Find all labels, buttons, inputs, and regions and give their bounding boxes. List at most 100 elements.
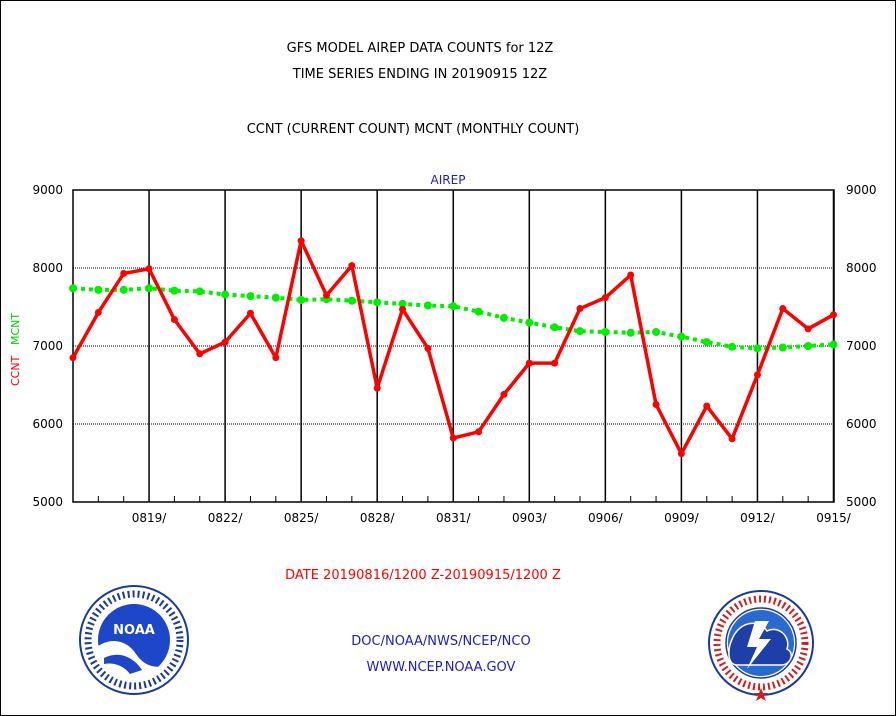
series-mcnt <box>69 284 838 353</box>
data-point-mcnt <box>170 286 179 295</box>
data-point-mcnt <box>94 285 103 294</box>
data-point-mcnt <box>271 293 280 302</box>
noaa-logo-text: NOAA <box>113 623 155 638</box>
chart-title-line1: GFS MODEL AIREP DATA COUNTS for 12Z <box>287 41 554 56</box>
data-point-mcnt <box>119 285 128 294</box>
data-point-ccnt <box>69 354 77 362</box>
series-ccnt <box>69 237 837 458</box>
data-point-mcnt <box>652 327 661 336</box>
data-point-ccnt <box>500 390 508 398</box>
y-tick-label-right: 5000 <box>846 495 877 509</box>
data-point-mcnt <box>398 299 407 308</box>
y-tick-label-left: 8000 <box>32 261 63 275</box>
data-point-mcnt <box>576 327 584 336</box>
nws-ring-lettering <box>713 595 809 691</box>
data-point-mcnt <box>702 338 711 347</box>
data-point-ccnt <box>804 325 812 333</box>
data-point-ccnt <box>272 354 280 362</box>
data-point-ccnt <box>196 350 204 358</box>
data-point-ccnt <box>601 294 609 302</box>
data-point-ccnt <box>525 359 533 367</box>
y-tick-label-right: 9000 <box>846 183 877 197</box>
org-text: DOC/NOAA/NWS/NCEP/NCO <box>351 634 530 649</box>
y-tick-label-left: 5000 <box>32 495 63 509</box>
data-point-ccnt <box>246 309 254 317</box>
x-tick-label: 0903/ <box>512 511 548 525</box>
noaa-ring-lettering <box>84 590 184 690</box>
data-point-mcnt <box>449 302 458 311</box>
data-point-mcnt <box>246 292 255 301</box>
data-point-mcnt <box>347 296 356 305</box>
y-tick-label-right: 7000 <box>846 339 877 353</box>
data-point-mcnt <box>753 344 762 353</box>
noaa-logo[interactable]: NOAA <box>79 585 189 695</box>
data-point-mcnt <box>550 323 559 332</box>
data-point-ccnt <box>348 262 356 270</box>
x-tick-label: 0909/ <box>664 511 700 525</box>
data-point-mcnt <box>373 298 382 307</box>
data-point-mcnt <box>829 340 838 349</box>
data-point-mcnt <box>221 290 230 299</box>
data-point-mcnt <box>145 284 154 293</box>
data-point-ccnt <box>475 428 483 436</box>
data-point-ccnt <box>221 338 229 346</box>
y-tick-label-left: 6000 <box>32 417 63 431</box>
data-point-mcnt <box>474 307 483 316</box>
data-point-mcnt <box>804 342 813 350</box>
y-axis-label-ccnt: CCNT <box>9 355 22 386</box>
data-point-mcnt <box>297 295 306 304</box>
nws-logo[interactable] <box>708 590 814 701</box>
y-tick-label-right: 6000 <box>846 417 877 431</box>
x-tick-label: 0828/ <box>360 511 396 525</box>
data-point-ccnt <box>424 344 432 352</box>
data-point-mcnt <box>601 327 610 336</box>
y-tick-label-left: 9000 <box>32 183 63 197</box>
url-link[interactable]: WWW.NCEP.NOAA.GOV <box>367 660 516 675</box>
data-point-ccnt <box>627 271 635 279</box>
data-point-mcnt <box>525 318 534 327</box>
star-icon <box>754 688 768 701</box>
x-tick-labels: 0819/0822/0825/0828/0831/0903/0906/0909/… <box>132 511 852 525</box>
data-point-mcnt <box>423 301 432 310</box>
data-point-ccnt <box>728 435 736 443</box>
data-point-ccnt <box>779 305 787 313</box>
y-tick-labels: 5000 5000 6000 6000 7000 7000 8000 8000 9000 9000 <box>32 183 876 509</box>
data-point-ccnt <box>145 265 153 273</box>
data-point-ccnt <box>551 359 559 367</box>
x-tick-label: 0906/ <box>588 511 624 525</box>
data-point-mcnt <box>195 287 204 296</box>
data-point-mcnt <box>499 313 508 322</box>
data-point-ccnt <box>703 402 711 410</box>
data-point-ccnt <box>652 401 660 408</box>
x-tick-label: 0819/ <box>132 511 168 525</box>
data-point-mcnt <box>778 343 787 352</box>
date-range: DATE 20190816/1200 Z-20190915/1200 Z <box>285 568 561 583</box>
data-point-ccnt <box>830 311 837 319</box>
x-tick-label: 0915/ <box>816 511 852 525</box>
data-point-ccnt <box>449 434 457 442</box>
x-tick-label: 0822/ <box>208 511 244 525</box>
x-tick-label: 0825/ <box>284 511 320 525</box>
x-tick-label: 0912/ <box>740 511 776 525</box>
data-point-ccnt <box>94 308 102 316</box>
x-tick-label: 0831/ <box>436 511 472 525</box>
chart-subtitle: CCNT (CURRENT COUNT) MCNT (MONTHLY COUNT… <box>247 122 580 137</box>
y-axis-label-mcnt: MCNT <box>9 313 22 345</box>
data-point-ccnt <box>170 315 178 323</box>
data-point-ccnt <box>120 269 128 277</box>
data-point-mcnt <box>677 332 686 341</box>
data-point-mcnt <box>626 328 635 337</box>
chart-title-line2: TIME SERIES ENDING IN 20190915 12Z <box>292 67 548 82</box>
data-point-ccnt <box>753 371 761 379</box>
data-point-mcnt <box>728 342 737 351</box>
plot-title: AIREP <box>431 173 466 187</box>
data-point-mcnt <box>69 284 77 293</box>
data-point-ccnt <box>576 305 584 313</box>
y-tick-label-right: 8000 <box>846 261 877 275</box>
data-point-ccnt <box>323 291 330 299</box>
data-point-ccnt <box>297 237 305 245</box>
data-point-ccnt <box>399 305 407 313</box>
data-point-ccnt <box>373 384 381 392</box>
data-point-ccnt <box>677 450 685 458</box>
